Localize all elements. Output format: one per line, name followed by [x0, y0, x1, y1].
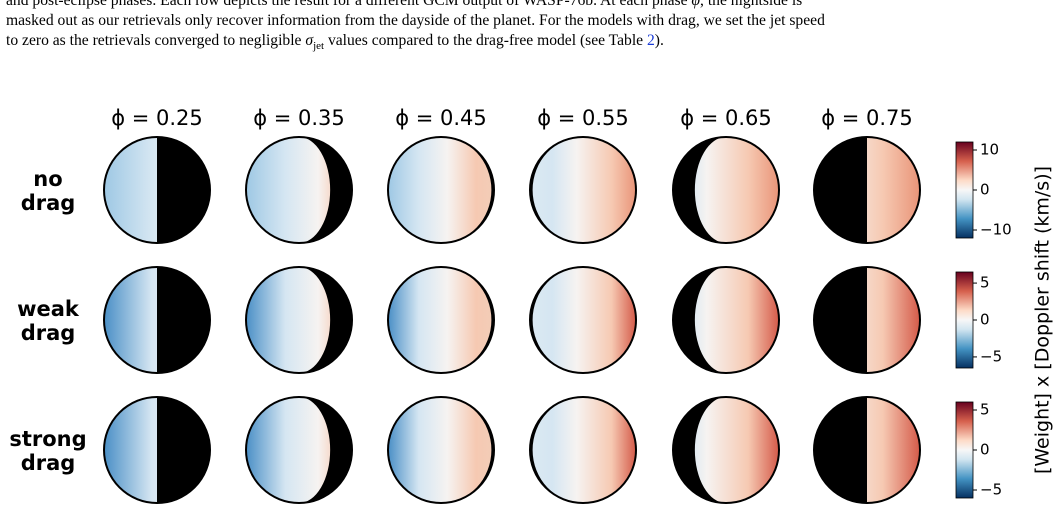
row-label-line: weak: [17, 297, 80, 321]
colorbar-tick-label: 0: [980, 181, 990, 199]
symbol: σ: [305, 32, 314, 49]
subscript: jet: [313, 40, 325, 53]
colorbar-tick-label: 5: [980, 401, 990, 419]
disk-outline: [672, 266, 780, 374]
phase-label: ϕ = 0.55: [537, 106, 629, 130]
row-label-line: drag: [21, 321, 76, 345]
planet-disk: [388, 397, 494, 503]
disk-outline: [813, 396, 921, 504]
nightside-mask: [157, 267, 210, 373]
row-label-line: strong: [9, 427, 86, 451]
planet-disk: [530, 137, 636, 243]
caption-line: masked out as our retrievals only recove…: [6, 11, 1056, 31]
nightside-mask: [299, 397, 352, 503]
colorbar-tick-label: 0: [980, 311, 990, 329]
planet-disk: [530, 267, 636, 373]
nightside-mask: [157, 137, 210, 243]
caption-line: and post-eclipse phases. Each row depict…: [6, 0, 1056, 11]
phase-label: ϕ = 0.25: [111, 106, 203, 130]
planet-disk: [673, 397, 779, 503]
table-link[interactable]: 2: [646, 32, 655, 49]
row-label-line: no: [33, 167, 62, 191]
colorbar-tick-label: 10: [980, 141, 999, 159]
planet-disk: [530, 397, 636, 503]
phase-label: ϕ = 0.45: [395, 106, 487, 130]
nightside-mask: [673, 397, 726, 503]
colorbar: [955, 271, 974, 369]
disk-outline: [387, 136, 495, 244]
nightside-mask: [299, 267, 352, 373]
nightside-mask: [673, 267, 726, 373]
disk-outline: [103, 136, 211, 244]
disk-outline: [387, 396, 495, 504]
planet-disk: [246, 267, 352, 373]
text: ).: [654, 32, 664, 49]
disk-outline: [672, 136, 780, 244]
disk-outline: [672, 396, 780, 504]
disk-outline: [529, 396, 637, 504]
disk-outline: [103, 266, 211, 374]
row-label: weak drag: [17, 297, 80, 345]
row-label-line: drag: [21, 191, 76, 215]
row-label-line: drag: [21, 451, 76, 475]
planet-disk: [673, 137, 779, 243]
row-label: no drag: [21, 167, 76, 215]
disk-outline: [813, 266, 921, 374]
colorbar-tick-label: 0: [980, 441, 990, 459]
disk-outline: [387, 266, 495, 374]
planet-disk: [246, 397, 352, 503]
caption-line: to zero as the retrievals converged to n…: [6, 31, 1056, 56]
planet-disk: [246, 137, 352, 243]
text: values compared to the drag-free model (…: [324, 32, 647, 49]
nightside-mask: [157, 397, 210, 503]
disk-outline: [103, 396, 211, 504]
colorbar-tick-label: −5: [980, 481, 1002, 499]
disk-outline: [245, 266, 353, 374]
disk-outline: [245, 136, 353, 244]
nightside-mask: [814, 267, 868, 373]
text: to zero as the retrievals converged to n…: [6, 32, 306, 49]
disk-outline: [813, 136, 921, 244]
colorbar-tick-label: −10: [980, 221, 1012, 239]
phase-label: ϕ = 0.35: [253, 106, 345, 130]
planet-disk: [388, 267, 494, 373]
nightside-mask: [814, 397, 868, 503]
planet-disk: [673, 267, 779, 373]
nightside-mask: [299, 137, 352, 243]
nightside-mask: [814, 137, 868, 243]
text: and post-eclipse phases. Each row depict…: [6, 0, 692, 9]
text: masked out as our retrievals only recove…: [6, 12, 825, 29]
colorbar-label: [Weight] x [Doppler shift (km/s)]: [1032, 166, 1054, 474]
caption: and post-eclipse phases. Each row depict…: [6, 0, 1056, 56]
planet-disk: [388, 137, 494, 243]
nightside-mask: [673, 137, 726, 243]
colorbar-tick-label: −5: [980, 347, 1002, 365]
disk-outline: [245, 396, 353, 504]
text: , the nightside is: [700, 0, 803, 9]
symbol: φ: [691, 0, 701, 9]
phase-label: ϕ = 0.65: [680, 106, 772, 130]
row-label: strong drag: [9, 427, 86, 475]
disk-outline: [529, 266, 637, 374]
disk-outline: [529, 136, 637, 244]
colorbar: [955, 141, 974, 239]
colorbar-tick-label: 5: [980, 274, 990, 292]
phase-label: ϕ = 0.75: [821, 106, 913, 130]
colorbar: [955, 401, 974, 499]
